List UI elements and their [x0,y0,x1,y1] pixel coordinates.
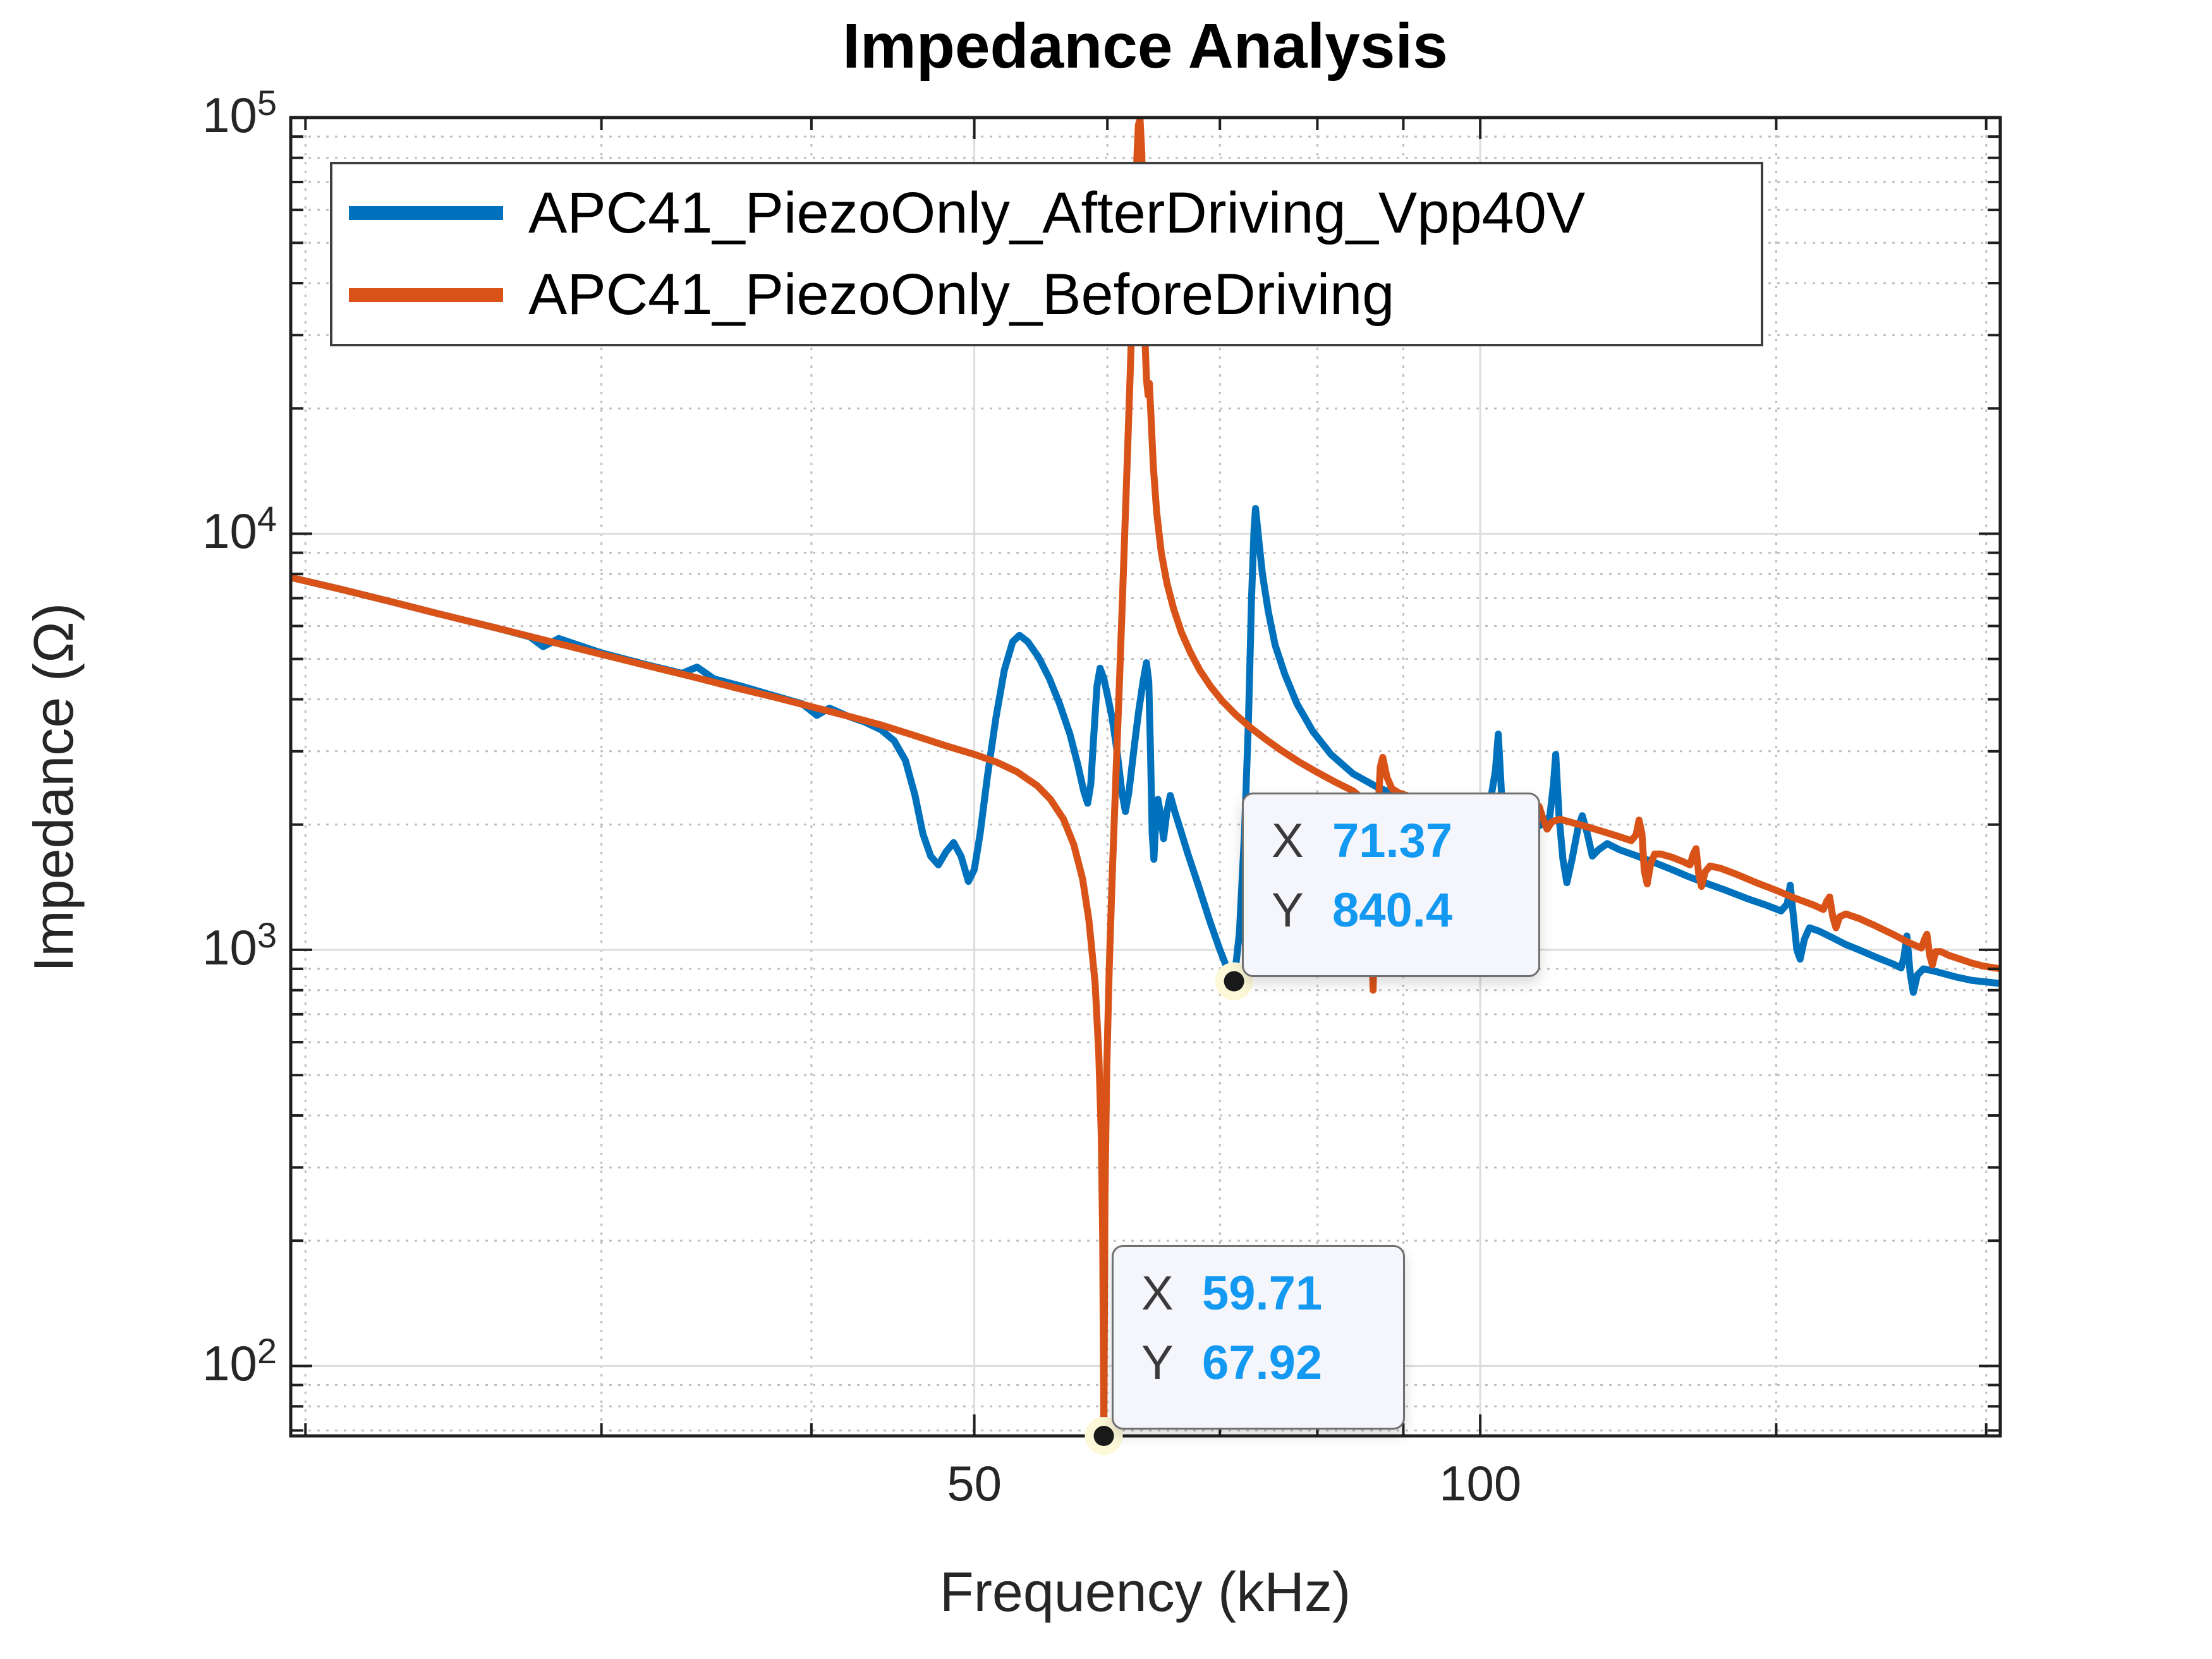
curve-after-driving[interactable] [291,505,2000,996]
legend-item-after-driving[interactable]: APC41_PiezoOnly_AfterDriving_Vpp40V [349,180,1761,246]
datatip-y-row: Y 840.4 [1272,883,1538,952]
y-axis-label: Impedance (Ω) [22,602,85,973]
y-tick-label-10e5: 105 [202,82,277,143]
legend-item-before-driving[interactable]: APC41_PiezoOnly_BeforeDriving [349,262,1761,328]
datatip-y-value: 840.4 [1332,884,1453,937]
x-tick-label-50: 50 [947,1455,1002,1511]
legend-line-sample-orange [349,288,503,302]
datatip-after-driving-min[interactable]: X 71.37 Y 840.4 [1242,793,1540,977]
datatip-x-value: 59.71 [1202,1267,1323,1320]
y-tick-label-10e2: 102 [202,1331,277,1392]
datatip-x-letter: X [1272,814,1304,868]
datatip-y-row: Y 67.92 [1141,1335,1403,1405]
chart-title: Impedance Analysis [842,11,1448,82]
datatip-marker-dot [1093,1426,1114,1446]
y-tick-label-10e3: 103 [202,915,277,975]
legend-label: APC41_PiezoOnly_AfterDriving_Vpp40V [528,180,1586,245]
legend-line-sample-blue [349,206,503,221]
datatip-y-value: 67.92 [1202,1336,1323,1390]
legend-box[interactable]: APC41_PiezoOnly_AfterDriving_Vpp40V APC4… [330,162,1763,346]
datatip-marker-dot [1224,971,1244,992]
datatip-x-row: X 59.71 [1141,1266,1403,1335]
x-axis-label: Frequency (kHz) [939,1560,1351,1623]
x-tick-label-100: 100 [1439,1455,1522,1511]
datatip-x-value: 71.37 [1332,814,1453,868]
datatip-y-letter: Y [1272,884,1304,937]
y-tick-label-10e4: 104 [202,499,277,559]
datatip-x-row: X 71.37 [1272,813,1538,883]
legend-label: APC41_PiezoOnly_BeforeDriving [528,262,1395,327]
datatip-x-letter: X [1141,1267,1174,1320]
axes-border [289,116,2002,1438]
datatip-marker[interactable] [1085,1417,1123,1455]
tick-marks-group [291,116,2000,1436]
datatip-y-letter: Y [1141,1336,1174,1390]
datatip-before-driving-min[interactable]: X 59.71 Y 67.92 [1112,1245,1405,1430]
